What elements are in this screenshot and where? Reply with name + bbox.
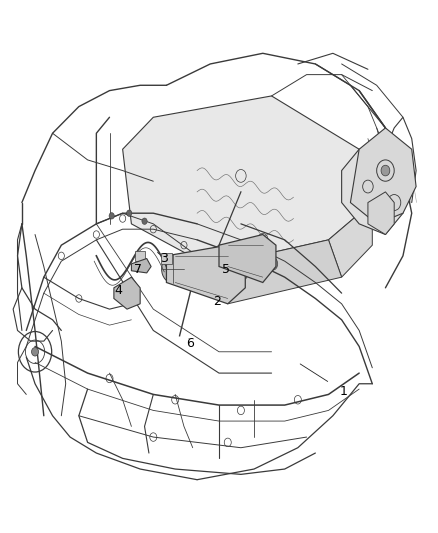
Circle shape	[123, 288, 131, 298]
Bar	[161, 253, 172, 264]
Polygon shape	[219, 235, 276, 282]
Circle shape	[381, 165, 390, 176]
Polygon shape	[368, 192, 394, 235]
Text: 6: 6	[187, 337, 194, 350]
Text: 3: 3	[160, 252, 168, 265]
Circle shape	[267, 257, 278, 270]
Circle shape	[239, 269, 247, 280]
Text: 2: 2	[213, 295, 221, 308]
Text: 7: 7	[134, 263, 142, 276]
Polygon shape	[131, 259, 151, 273]
Circle shape	[378, 209, 384, 217]
Circle shape	[32, 348, 39, 356]
Text: 1: 1	[340, 385, 348, 398]
Text: 4: 4	[114, 284, 122, 297]
Circle shape	[109, 213, 114, 219]
Circle shape	[162, 255, 184, 283]
Circle shape	[127, 210, 132, 216]
Circle shape	[142, 218, 147, 224]
Bar	[135, 251, 145, 261]
Polygon shape	[166, 245, 245, 304]
Circle shape	[136, 260, 144, 270]
Polygon shape	[350, 128, 416, 224]
Polygon shape	[114, 277, 140, 309]
Polygon shape	[328, 203, 372, 277]
Text: 5: 5	[222, 263, 230, 276]
Polygon shape	[210, 240, 342, 304]
Circle shape	[212, 245, 230, 266]
Polygon shape	[123, 96, 372, 266]
Polygon shape	[342, 149, 403, 235]
